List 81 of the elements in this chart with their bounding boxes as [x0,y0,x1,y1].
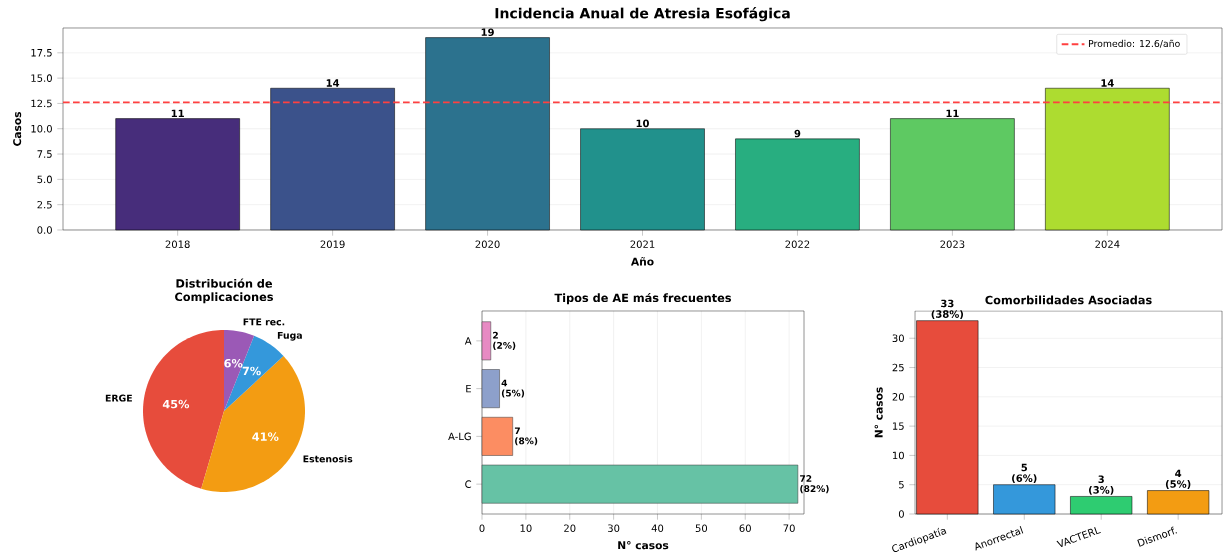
bar [270,87,395,231]
x-axis-title: Año [630,257,654,266]
data-label: 45% [162,399,190,409]
data-label: 10 [636,119,649,128]
y-tick-label: 15.0 [31,74,52,82]
x-tick-label: 70 [783,524,795,532]
bar [890,118,1015,231]
bar [993,484,1056,515]
x-tick-label: 60 [739,524,751,532]
y-tick-label: 10.0 [31,124,52,133]
data-label: 3 (3%) [1089,475,1114,495]
chart-title: Incidencia Anual de Atresia Esofágica [495,7,790,22]
y-axis-title: N° casos [874,387,883,438]
data-label: 5 (6%) [1012,463,1037,484]
y-tick-label: 17.5 [31,49,52,57]
chart-title: Comorbilidades Asociadas [985,295,1152,305]
slice-label: Estenosis [303,455,353,463]
bar [481,417,513,456]
data-label: 4 (5%) [1165,469,1191,489]
bar [1070,496,1133,515]
data-label: 2 (2%) [493,331,516,350]
x-tick-label: 2024 [1095,240,1120,248]
data-label: 9 [794,129,801,138]
x-tick-label: 2023 [940,240,965,248]
data-label: 72 (82%) [800,475,829,494]
bar [735,138,860,231]
chart-title: Distribución de Complicaciones [175,278,274,304]
data-label: 7 (8%) [514,427,538,446]
y-tick-label: 0.0 [37,226,52,234]
x-tick-label: 2018 [165,240,190,248]
bar [916,320,979,515]
x-tick-label: 30 [608,524,620,532]
data-label: 14 [1101,79,1114,87]
x-tick-label: 20 [564,524,576,532]
y-tick-label: 20 [892,393,904,401]
data-label: 4 (5%) [501,379,525,398]
y-tick-label: 7.5 [37,150,52,158]
y-tick-label: 25 [892,363,904,372]
y-tick-label: 30 [892,334,904,343]
data-label: 11 [946,109,959,118]
slice-label: FTE rec. [243,318,285,326]
chart-title: Tipos de AE más frecuentes [554,292,732,305]
bar [481,321,492,361]
bar [1147,490,1210,515]
data-label: 33 (38%) [931,299,963,320]
bar [481,464,799,504]
data-label: 7% [242,366,261,376]
data-label: 11 [171,109,184,118]
y-tick-label: A-LG [448,432,471,441]
y-tick-label: C [465,480,472,488]
y-tick-label: 5.0 [37,175,52,184]
legend-label: Promedio: 12.6/año [1088,39,1180,48]
slice-label: ERGE [105,394,132,402]
y-tick-label: 10 [892,451,904,460]
y-tick-label: 12.5 [31,99,52,108]
data-label: 19 [481,28,494,37]
x-tick-label: 0 [479,524,485,532]
x-tick-label: 2019 [320,240,345,248]
x-tick-label: 40 [651,524,664,532]
data-label: 41% [252,432,279,441]
bar [481,369,500,408]
bar [1045,87,1170,231]
y-tick-label: 2.5 [37,200,52,209]
x-tick-label: 2021 [630,240,655,248]
y-tick-label: 0 [898,510,904,518]
x-tick-label: 2022 [785,240,810,248]
x-tick-label: 2020 [475,240,500,248]
data-label: 6% [224,358,243,368]
y-tick-label: 15 [892,422,904,430]
y-tick-label: E [466,384,471,393]
bar [580,128,705,231]
y-tick-label: 5 [899,481,904,489]
x-axis-title: N° casos [618,541,669,550]
slice-label: Fuga [277,331,302,341]
bar [425,37,550,231]
bar [115,118,240,231]
x-tick-label: 10 [520,524,532,532]
y-axis-title: Casos [13,111,22,146]
data-label: 14 [326,79,340,87]
x-tick-label: 50 [695,524,708,532]
y-tick-label: A [464,337,472,345]
